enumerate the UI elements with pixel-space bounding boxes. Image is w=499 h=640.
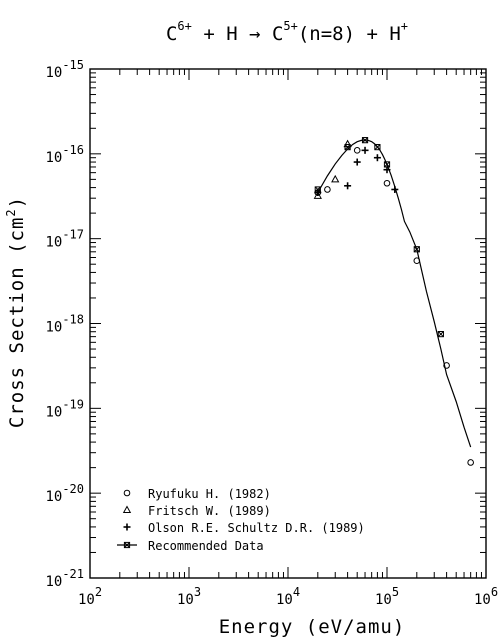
data-points	[313, 137, 474, 466]
data-point-circle	[467, 459, 474, 466]
data-point-plus-circle	[344, 182, 352, 190]
legend-marker	[123, 489, 131, 497]
title-part: + H → C	[192, 23, 284, 45]
title-superscript: 5+	[283, 19, 297, 33]
data-point-plus-circle	[353, 158, 361, 166]
x-axis-label: Energy (eV/amu)	[219, 616, 406, 638]
x-tick-base: 10	[375, 592, 392, 608]
x-tick-exponent: 6	[491, 585, 498, 599]
x-tick-exponent: 4	[293, 585, 300, 599]
data-point-triangle	[313, 191, 322, 199]
legend-item: Ryufuku H. (1982)	[123, 487, 271, 501]
title-superscript: 6+	[177, 19, 191, 33]
y-tick-label: 10-15	[45, 58, 84, 81]
legend-marker	[123, 541, 131, 549]
y-tick-label: 10-17	[45, 228, 84, 251]
legend-label: Recommended Data	[148, 539, 264, 553]
y-tick-exponent: -17	[62, 228, 84, 242]
y-tick-base: 10	[45, 235, 62, 251]
data-point-x-square	[374, 144, 381, 151]
chart-title-text: C6+ + H → C5+(n=8) + H+	[166, 19, 408, 45]
data-point-triangle	[331, 174, 340, 183]
x-tick-exponent: 5	[392, 585, 399, 599]
y-tick-base: 10	[45, 404, 62, 420]
y-axis-label-sup: 2	[4, 208, 18, 216]
chart-title: C6+ + H → C5+(n=8) + H+	[166, 19, 408, 45]
x-tick-label: 106	[474, 585, 498, 608]
y-tick-base: 10	[45, 574, 62, 590]
data-point-plus-circle	[373, 154, 381, 162]
title-superscript: +	[401, 19, 408, 33]
y-tick-exponent: -16	[62, 143, 84, 157]
data-point-x-square	[361, 137, 369, 144]
axis-ticks	[89, 69, 486, 579]
legend-item: Olson R.E. Schultz D.R. (1989)	[123, 521, 365, 535]
data-point-circle	[353, 147, 361, 154]
y-tick-base: 10	[45, 65, 62, 81]
legend-marker	[122, 505, 132, 513]
data-point-x-square	[383, 161, 391, 168]
x-tick-base: 10	[177, 592, 194, 608]
y-tick-base: 10	[45, 489, 62, 505]
legend-marker	[123, 523, 131, 531]
plot-frame-rect	[89, 68, 487, 579]
data-point-x-square	[413, 246, 420, 253]
y-tick-label: 10-16	[45, 143, 84, 166]
x-tick-exponent: 3	[194, 585, 201, 599]
plot-frame	[89, 68, 487, 579]
legend: Ryufuku H. (1982) Fritsch W. (1989) Olson …	[117, 487, 365, 553]
data-point-x-square	[437, 330, 444, 338]
y-tick-exponent: -19	[62, 397, 84, 411]
y-tick-label: 10-20	[45, 482, 84, 505]
x-tick-label: 103	[177, 585, 201, 608]
data-point-plus-circle	[391, 185, 399, 193]
x-tick-label: 105	[375, 585, 399, 608]
data-point-circle	[383, 179, 391, 187]
recommended-data-curve	[317, 139, 472, 448]
y-tick-exponent: -15	[62, 58, 84, 72]
x-tick-label: 102	[78, 585, 102, 608]
y-tick-exponent: -18	[62, 313, 84, 327]
recommended-curve	[317, 139, 472, 448]
title-part: C	[166, 23, 177, 45]
x-tick-base: 10	[78, 592, 95, 608]
data-point-circle	[413, 257, 421, 264]
y-axis-label-tail: )	[6, 196, 28, 208]
x-tick-exponent: 2	[95, 585, 102, 599]
legend-label: Ryufuku H. (1982)	[148, 487, 271, 501]
y-axis-label-main: Cross Section (cm	[6, 217, 28, 428]
y-tick-label: 10-18	[45, 313, 84, 336]
data-point-circle	[443, 362, 450, 369]
y-tick-exponent: -21	[62, 567, 84, 581]
y-tick-base: 10	[45, 150, 62, 166]
y-tick-base: 10	[45, 320, 62, 336]
y-tick-label: 10-21	[45, 567, 84, 590]
legend-label: Olson R.E. Schultz D.R. (1989)	[148, 521, 365, 535]
data-point-circle	[324, 186, 331, 193]
legend-label: Fritsch W. (1989)	[148, 504, 271, 518]
y-axis-label: Cross Section (cm2)	[4, 196, 28, 428]
data-point-x-square	[344, 144, 351, 151]
tick-labels: 102 103 104 105 10610-1510-1610-1710-1810-19…	[45, 58, 498, 608]
legend-item: Recommended Data	[117, 539, 264, 553]
x-tick-label: 104	[276, 585, 300, 608]
y-tick-label: 10-19	[45, 397, 84, 420]
legend-item: Fritsch W. (1989)	[122, 504, 271, 518]
x-tick-base: 10	[276, 592, 293, 608]
x-tick-base: 10	[474, 592, 491, 608]
title-part: (n=8) + H	[298, 23, 401, 45]
data-point-plus-circle	[361, 146, 369, 154]
data-point-x-square	[314, 186, 321, 193]
y-tick-exponent: -20	[62, 482, 84, 496]
